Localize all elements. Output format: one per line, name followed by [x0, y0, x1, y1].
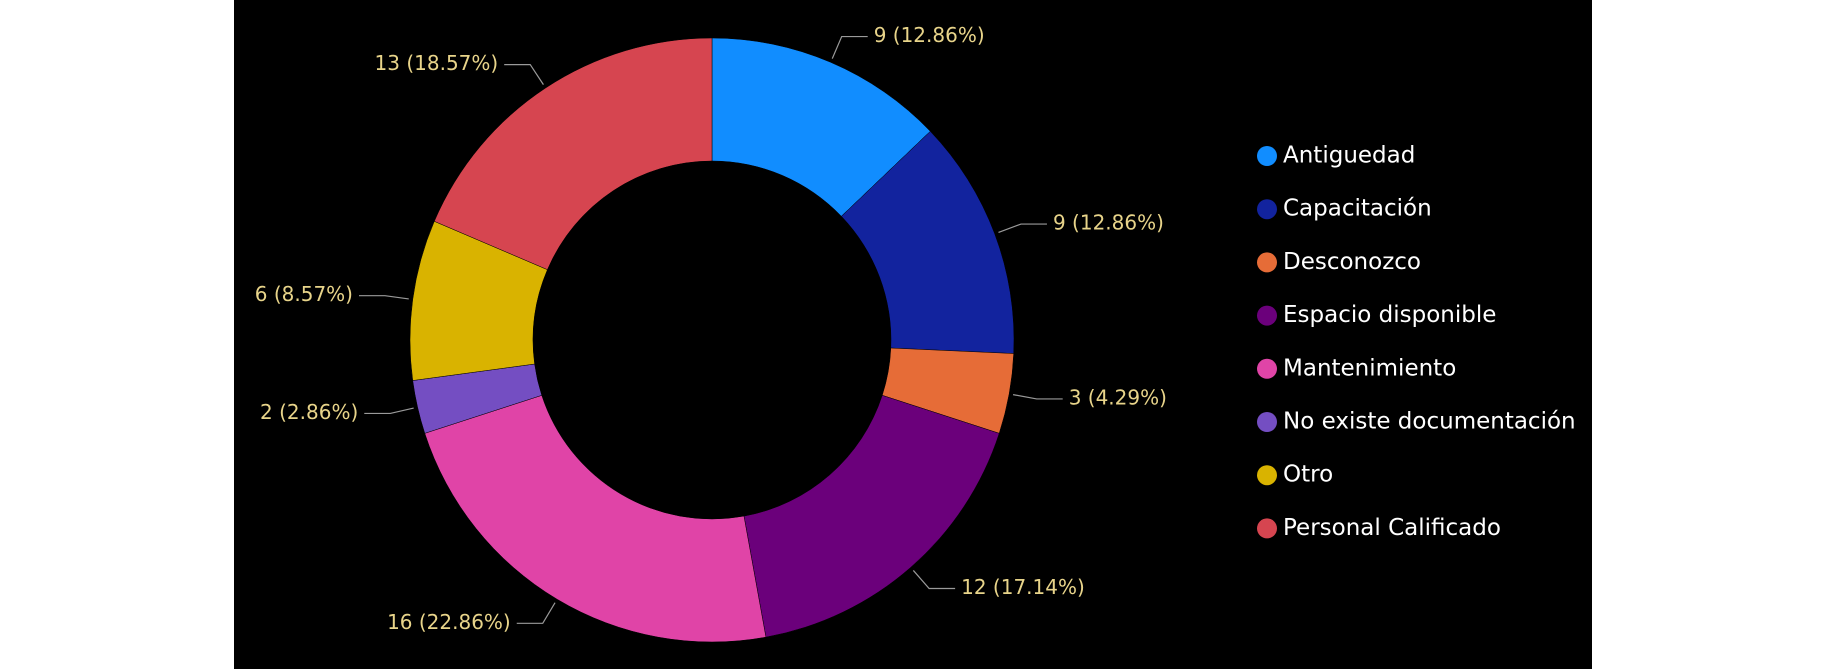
legend-label: Capacitación [1283, 196, 1432, 222]
leader-line [516, 602, 556, 624]
data-label: 13 (18.57%) [375, 51, 499, 75]
legend-marker [1257, 518, 1277, 539]
leader-line [912, 570, 956, 590]
legend-label: Mantenimiento [1283, 355, 1456, 381]
data-label: 16 (22.86%) [387, 610, 511, 634]
legend-marker [1257, 146, 1277, 166]
slice [433, 37, 713, 270]
legend-label: Antiguedad [1283, 143, 1415, 169]
slice [424, 394, 767, 643]
legend-label: Otro [1283, 462, 1333, 488]
legend-marker [1257, 305, 1277, 326]
legend-label: Espacio disponible [1283, 302, 1496, 328]
leader-line [504, 63, 544, 85]
legend-label: No existe documentación [1283, 409, 1576, 435]
legend-marker [1257, 412, 1277, 432]
data-label: 9 (12.86%) [1053, 211, 1164, 235]
leader-line [831, 35, 868, 59]
legend-marker [1257, 358, 1277, 379]
legend-label: Personal Calificado [1283, 515, 1501, 541]
data-label: 3 (4.29%) [1069, 385, 1167, 409]
data-label: 9 (12.86%) [874, 23, 985, 47]
leader-line [358, 295, 409, 300]
data-label: 2 (2.86%) [260, 400, 358, 424]
legend-label: Desconozco [1283, 249, 1421, 275]
leader-line [1012, 394, 1063, 400]
legend-marker [1257, 199, 1277, 220]
legend-marker [1257, 465, 1277, 486]
data-label: 12 (17.14%) [961, 575, 1085, 599]
leader-line [364, 407, 414, 415]
slice [743, 394, 1000, 638]
leader-line [998, 223, 1047, 234]
data-label: 6 (8.57%) [255, 282, 353, 306]
legend-marker [1257, 252, 1277, 273]
